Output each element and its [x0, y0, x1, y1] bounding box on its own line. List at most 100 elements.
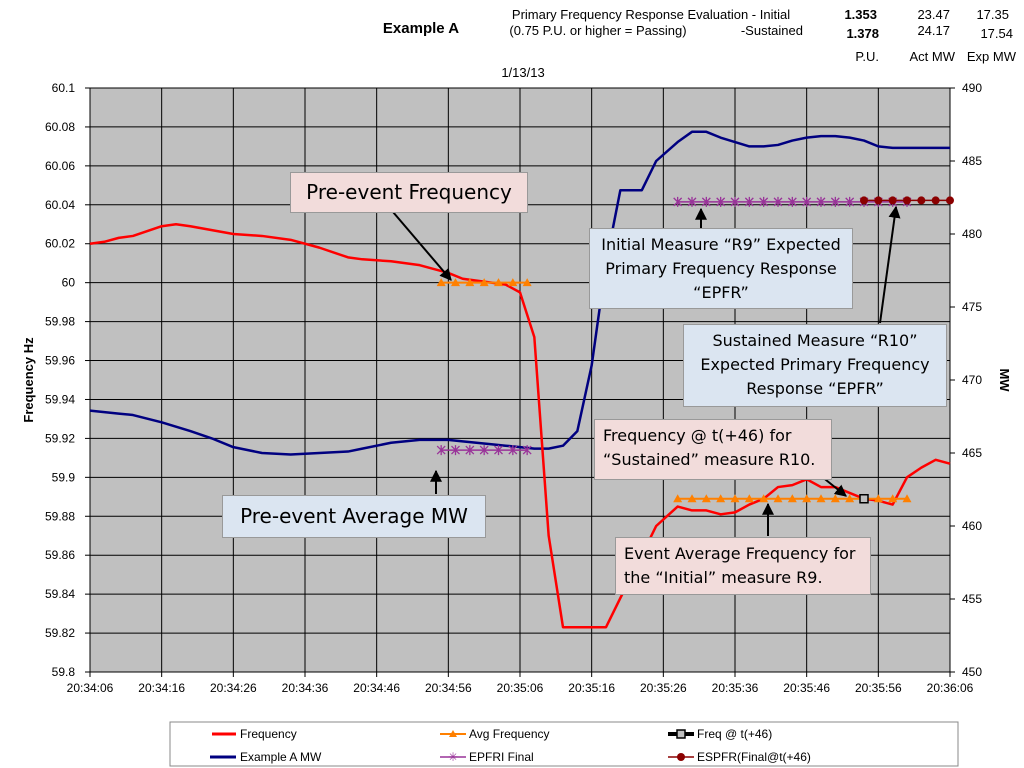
pu-sustained: 1.378 [846, 26, 879, 41]
x-tick-label: 20:34:56 [425, 681, 472, 695]
avg-frequency-point [744, 494, 754, 503]
y-left-tick-label: 59.9 [52, 470, 76, 484]
epfri-point [744, 196, 754, 207]
epfri-point [759, 196, 769, 207]
legend-box [169, 721, 959, 767]
avg-frequency-point [902, 494, 912, 503]
x-tick-label: 20:34:26 [210, 681, 257, 695]
series-frequency-line [89, 223, 951, 629]
espfr-point [888, 196, 897, 205]
espfr-point [860, 196, 868, 205]
avg-frequency-point [845, 494, 855, 503]
y-left-axis-label: Frequency Hz [21, 337, 36, 423]
avg-frequency-point [773, 494, 783, 503]
y-left-tick-label: 59.96 [45, 354, 75, 368]
y-left-tick-label: 59.86 [45, 548, 75, 562]
espfr-point [903, 196, 911, 205]
epfri-point [816, 196, 826, 207]
avg-frequency-point [436, 278, 446, 287]
freq-t46-point [859, 493, 869, 504]
y-left-tick-label: 60.02 [45, 237, 75, 251]
y-left-tick-label: 59.92 [45, 431, 75, 445]
y-left-tick-label: 60 [62, 276, 76, 290]
col-act-mw-header: Act MW [910, 49, 956, 64]
x-tick-label: 20:35:16 [568, 681, 615, 695]
y-right-tick-label: 470 [962, 373, 982, 387]
y-left-tick-label: 59.88 [45, 509, 75, 523]
x-tick-label: 20:35:56 [855, 681, 902, 695]
y-right-tick-label: 455 [962, 592, 982, 606]
espfr-point [917, 196, 926, 205]
x-tick-labels: 20:34:06 20:34:16 20:34:26 20:34:36 20:34:46… [67, 672, 974, 695]
callout-freq-t46: Frequency @ t(+46) for “Sustained” measu… [594, 419, 832, 480]
x-tick-label: 20:36:06 [927, 681, 974, 695]
y-left-tick-label: 60.1 [52, 81, 76, 95]
avg-frequency-point [701, 494, 711, 503]
y-right-tick-label: 485 [962, 154, 982, 168]
x-tick-label: 20:34:46 [353, 681, 400, 695]
legend-avg-frequency-marker [449, 730, 457, 737]
epfri-point [845, 196, 855, 207]
legend-freq-t46-marker [676, 729, 686, 739]
y-left-tick-label: 59.84 [45, 587, 75, 601]
y-right-tick-label: 450 [962, 665, 982, 679]
col-exp-mw-header: Exp MW [967, 49, 1017, 64]
col-pu-header: P.U. [855, 49, 879, 64]
y-right-tick-label: 460 [962, 519, 982, 533]
epfri-point [508, 445, 518, 456]
y-right-tick-labels: 450 455 460 465 470 475 480 485 490 [950, 81, 982, 679]
callout-event-avg-freq: Event Average Frequency for the “Initial… [615, 537, 871, 595]
espfr-point [874, 196, 883, 205]
y-right-tick-label: 490 [962, 81, 982, 95]
avg-frequency-point [494, 278, 503, 287]
avg-frequency-point [802, 494, 812, 503]
epfri-point [716, 196, 726, 207]
legend-epfri-label: EPFRI Final [469, 750, 534, 764]
act-mw-initial: 23.47 [917, 7, 950, 22]
espfr-point [946, 196, 954, 205]
pu-initial: 1.353 [844, 7, 877, 22]
y-left-tick-label: 59.8 [52, 665, 76, 679]
y-left-tick-labels: 59.8 59.82 59.84 59.86 59.88 59.9 59.92 59.94 59… [45, 81, 90, 679]
epfri-point [494, 445, 503, 456]
x-tick-label: 20:35:06 [497, 681, 544, 695]
avg-frequency-point [687, 494, 697, 503]
y-left-tick-label: 59.82 [45, 626, 75, 640]
avg-frequency-point [508, 278, 518, 287]
y-left-tick-label: 59.98 [45, 315, 75, 329]
avg-frequency-point [888, 494, 898, 503]
x-tick-label: 20:35:46 [783, 681, 830, 695]
avg-frequency-point [673, 494, 683, 503]
avg-frequency-point [716, 494, 726, 503]
sustained-measure-arrow [879, 205, 901, 324]
legend-freq-t46-label: Freq @ t(+46) [697, 727, 772, 741]
legend-epfri-marker: ✳ [448, 750, 458, 764]
epfri-point [730, 196, 740, 207]
legend-mw-label: Example A MW [240, 750, 322, 764]
x-tick-label: 20:35:26 [640, 681, 687, 695]
y-right-axis-label: MW [997, 368, 1012, 392]
espfr-point [931, 196, 940, 205]
avg-frequency-point [522, 278, 532, 287]
callout-pre-event-frequency: Pre-event Frequency [290, 172, 528, 213]
y-left-tick-label: 60.04 [45, 198, 75, 212]
legend-espfr-marker [677, 753, 685, 761]
avg-frequency-point [759, 494, 769, 503]
epfri-point [522, 445, 532, 456]
avg-frequency-point [873, 494, 883, 503]
pre-event-frequency-arrow [392, 211, 452, 281]
example-title: Example A [383, 20, 459, 37]
y-right-tick-label: 465 [962, 446, 982, 460]
series-layer [89, 130, 954, 629]
epfri-point [787, 196, 797, 207]
avg-frequency-point [830, 494, 840, 503]
legend-frequency-label: Frequency [240, 727, 297, 741]
exp-mw-initial: 17.35 [976, 7, 1009, 22]
avg-frequency-point [787, 494, 797, 503]
act-mw-sustained: 24.17 [917, 23, 950, 38]
epfri-point [465, 445, 475, 456]
epfri-point [479, 445, 489, 456]
epfri-point [773, 196, 783, 207]
y-left-tick-label: 60.08 [45, 120, 75, 134]
y-left-tick-label: 59.94 [45, 392, 75, 406]
